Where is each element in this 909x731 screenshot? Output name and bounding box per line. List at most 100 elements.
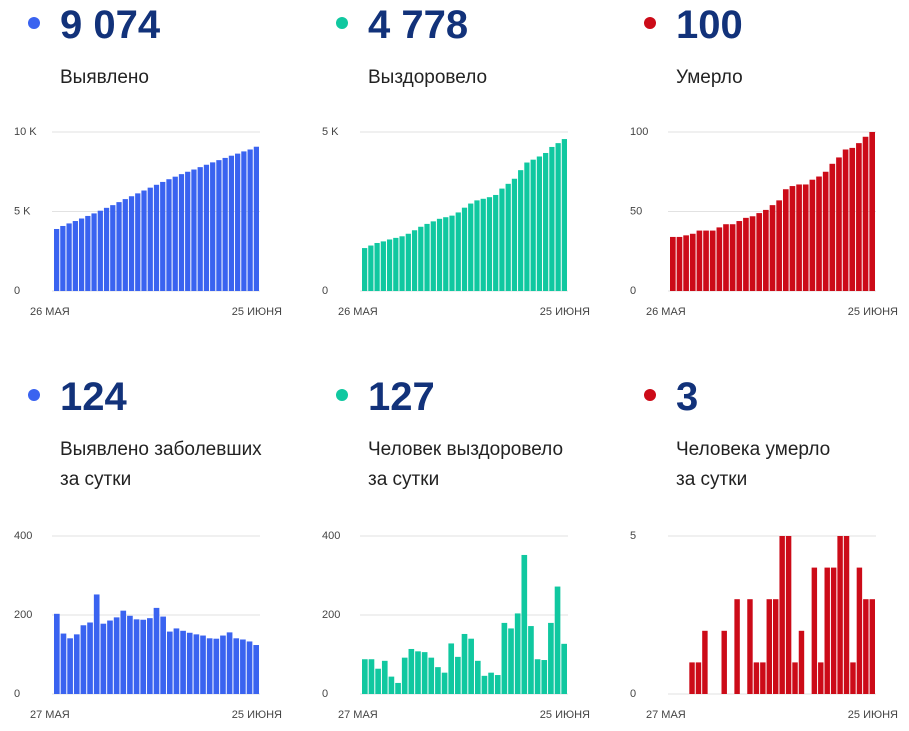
x-axis-end-label: 25 ИЮНЯ	[540, 709, 590, 721]
chart-bar	[716, 227, 723, 291]
chart-bar	[818, 662, 824, 694]
y-tick-label: 0	[14, 285, 20, 297]
chart-bar	[180, 630, 186, 694]
chart-bar	[54, 228, 60, 291]
chart-bar	[120, 610, 127, 694]
chart-bar	[213, 638, 220, 694]
chart-bar	[100, 623, 107, 694]
x-axis-start-label: 27 МАЯ	[646, 709, 686, 721]
chart-bar	[362, 248, 368, 291]
legend-dot-icon	[644, 389, 656, 401]
chart-bar	[424, 223, 430, 291]
chart-bar	[374, 242, 380, 291]
chart-bar	[836, 157, 842, 291]
chart-bar	[736, 221, 743, 291]
chart-bar	[386, 239, 393, 291]
stat-label-line: Умерло	[676, 67, 743, 88]
chart-bar	[670, 236, 676, 291]
y-tick-label: 100	[630, 126, 648, 138]
chart-bar	[524, 162, 530, 291]
chart-bar	[468, 203, 474, 291]
y-tick-label: 5	[630, 530, 636, 542]
stat-value: 127	[368, 375, 435, 419]
chart-bar	[760, 662, 766, 694]
chart-bar	[543, 152, 549, 291]
stat-label-line: Выявлено	[60, 67, 149, 88]
chart-bar	[869, 599, 875, 694]
chart-bar	[72, 221, 78, 291]
chart-bar	[561, 139, 567, 291]
chart-bar	[695, 662, 702, 694]
chart-bar	[785, 536, 792, 694]
chart-bar	[91, 213, 97, 291]
chart-bar	[197, 167, 203, 291]
chart-bar	[140, 619, 147, 694]
chart-bar	[141, 190, 147, 291]
chart-bar	[362, 659, 368, 694]
chart-bar	[222, 157, 228, 291]
y-tick-label: 0	[322, 285, 328, 297]
chart-bar	[541, 660, 548, 694]
chart-bar	[368, 659, 375, 694]
chart-bar	[824, 567, 830, 694]
bar-chart: 0 50 100 26 МАЯ 25 ИЮНЯ	[630, 126, 898, 318]
chart-bar	[127, 615, 133, 694]
chart-bar	[216, 160, 222, 291]
chart-bar	[147, 618, 153, 694]
stat-label: Выявлено	[60, 63, 149, 93]
y-tick-label: 0	[630, 688, 636, 700]
chart-bar	[508, 628, 514, 694]
y-tick-label: 50	[630, 206, 642, 218]
chart-bar	[388, 676, 395, 694]
chart-bar	[802, 184, 809, 291]
chart-bar	[709, 230, 716, 291]
chart-bar	[228, 155, 235, 291]
chart-bar	[554, 586, 561, 694]
chart-bar	[536, 156, 543, 291]
y-tick-label: 400	[14, 530, 32, 542]
stat-label-line: Человека умерло	[676, 439, 831, 460]
bar-chart: 0 5 K 10 K 26 МАЯ 25 ИЮНЯ	[14, 126, 282, 318]
chart-bar	[499, 188, 505, 291]
chart-bar	[703, 230, 709, 291]
chart-bar	[501, 622, 508, 694]
chart-bar	[816, 176, 822, 291]
chart-bar	[103, 207, 110, 291]
chart-bar	[253, 146, 259, 291]
chart-bar	[830, 567, 837, 694]
chart-bar	[405, 233, 411, 291]
chart-bar	[166, 631, 173, 694]
chart-bar	[247, 149, 253, 291]
x-axis-end-label: 25 ИЮНЯ	[848, 306, 898, 318]
chart-bar	[782, 189, 789, 291]
chart-bar	[494, 675, 501, 694]
chart-bar	[80, 625, 87, 694]
chart-bar	[763, 209, 769, 291]
x-axis-start-label: 26 МАЯ	[646, 306, 686, 318]
chart-bar	[468, 638, 474, 694]
chart-bar	[368, 245, 374, 291]
deaths-daily-panel: 3 Человека умерло за сутки 0 5 27 МАЯ 25 ИЮНЯ	[630, 372, 909, 731]
stat-label-line: Выявлено заболевших	[60, 439, 262, 460]
chart-bar	[160, 181, 166, 291]
chart-bar	[798, 630, 805, 694]
chart-bar	[399, 236, 405, 291]
chart-bar	[133, 619, 140, 694]
x-axis-end-label: 25 ИЮНЯ	[540, 306, 590, 318]
chart-bar	[769, 205, 776, 291]
chart-bar	[226, 632, 233, 694]
chart-bar	[455, 212, 461, 291]
chart-bar	[683, 235, 689, 291]
chart-bar	[756, 213, 763, 291]
chart-bar	[809, 179, 816, 291]
chart-bar	[54, 613, 60, 694]
chart-bar	[135, 193, 141, 291]
x-axis-start-label: 27 МАЯ	[338, 709, 378, 721]
stat-label: Умерло	[676, 63, 743, 93]
chart-bar	[160, 616, 166, 694]
chart-bar	[822, 171, 829, 291]
chart-bar	[474, 660, 481, 694]
recovered-total-panel: 4 778 Выздоровело 0 5 K 26 МАЯ 25 ИЮНЯ	[322, 0, 626, 330]
stat-value: 100	[676, 3, 743, 47]
chart-bar	[60, 225, 66, 291]
